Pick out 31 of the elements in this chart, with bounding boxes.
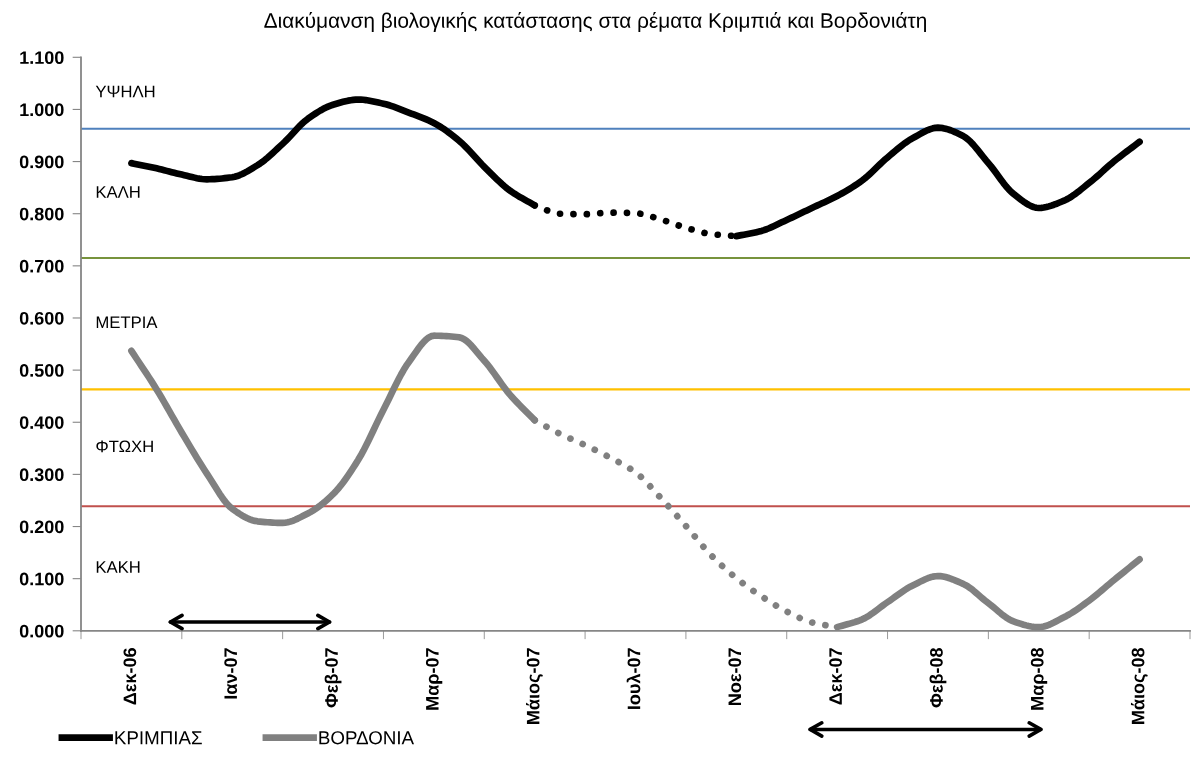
y-tick-label: 0.900 <box>19 155 64 169</box>
x-tick-label: Ιουλ-07 <box>626 648 641 709</box>
x-tick-label: Δεκ-07 <box>829 648 842 705</box>
annotation: ΜΕΤΡΙΑ <box>96 316 158 329</box>
legend-label: ΒΟΡΔΟΝΙΑ <box>319 731 415 745</box>
y-tick-label: 0.800 <box>19 207 64 221</box>
y-tick-label: 0.600 <box>19 311 64 325</box>
y-tick-label: 0.500 <box>19 364 64 377</box>
x-tick-label: Ιαν-07 <box>224 648 238 699</box>
x-tick-label: Μάιος-08 <box>1130 648 1148 724</box>
x-tick-label: Δεκ-06 <box>123 648 137 705</box>
y-tick-label: 1.000 <box>20 103 64 117</box>
x-tick-label: Μάιος-07 <box>526 648 543 724</box>
y-tick-label: 0.400 <box>19 416 64 429</box>
annotation: ΚΑΚΗ <box>96 561 140 573</box>
x-tick-label: Μαρ-07 <box>425 648 443 710</box>
y-tick-label: 0.100 <box>19 572 64 586</box>
x-tick-label: Νοε-07 <box>728 648 742 705</box>
x-tick-label: Μαρ-08 <box>1030 648 1048 710</box>
annotation: ΦΤΩΧΗ <box>96 440 153 453</box>
chart-title: Διακύμανση βιολογικής κατάστασης στα ρέματα Κριμπιά και Βορδονιάτη <box>264 11 926 33</box>
y-tick-label: 0.000 <box>19 624 64 638</box>
annotation: ΥΨΗΛΗ <box>95 85 155 98</box>
y-tick-label: 0.700 <box>19 259 64 273</box>
annotation: ΚΑΛΗ <box>96 186 140 198</box>
x-tick-label: Φεβ-07 <box>324 648 342 708</box>
y-tick-label: 1.100 <box>20 51 64 65</box>
y-tick-label: 0.200 <box>19 520 64 534</box>
y-tick-label: 0.300 <box>19 468 64 482</box>
legend-label: ΚΡΙΜΠΙΑΣ <box>115 731 202 745</box>
x-tick-label: Φεβ-08 <box>929 648 947 708</box>
